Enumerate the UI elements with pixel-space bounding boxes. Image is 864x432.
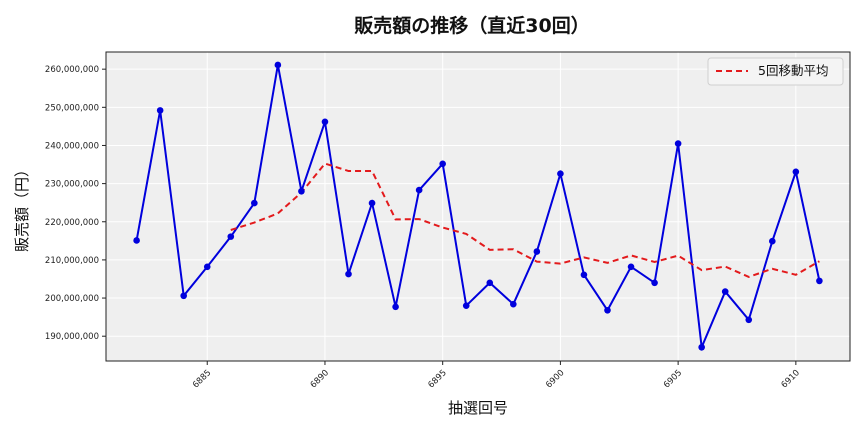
data-point-marker (298, 187, 305, 195)
y-axis-ticks: 190,000,000 200,000,000 210,000,000 220,000… (45, 65, 106, 342)
data-point-marker (533, 248, 541, 255)
data-point-marker (392, 303, 399, 311)
x-tick-label: 6885 (191, 368, 213, 390)
x-tick-label: 6890 (309, 368, 331, 390)
data-point-marker (510, 300, 517, 308)
data-point-marker (321, 118, 329, 126)
data-point-marker (721, 288, 729, 295)
x-axis-ticks: 6885 6890 6895 6900 6905 6910 (191, 361, 802, 390)
x-tick-label: 6895 (426, 368, 448, 390)
data-point-marker (580, 271, 588, 279)
data-series (133, 61, 823, 352)
data-point-marker (651, 279, 658, 287)
plot-area (106, 52, 850, 361)
data-point-marker (769, 237, 776, 245)
legend-box (707, 57, 844, 86)
legend-label-moving-average: 5回移動平均 (758, 63, 828, 78)
data-point-marker (486, 279, 494, 287)
data-point-marker (604, 306, 611, 314)
data-point-marker (462, 302, 470, 309)
data-point-marker (251, 199, 258, 207)
plot-frame (105, 51, 851, 362)
data-point-marker (674, 140, 682, 147)
data-point-marker (816, 277, 823, 285)
x-tick-label: 6905 (662, 368, 684, 390)
chart-title: 販売額の推移（直近30回） (354, 14, 589, 37)
y-tick-label: 240,000,000 (45, 141, 99, 151)
y-tick-label: 210,000,000 (45, 256, 99, 266)
data-point-marker (792, 168, 800, 176)
data-point-marker (156, 107, 164, 114)
data-point-marker (415, 186, 423, 194)
sales-line (135, 64, 821, 352)
data-point-marker (203, 263, 211, 271)
y-tick-label: 220,000,000 (45, 218, 99, 228)
data-point-marker (557, 170, 564, 177)
data-point-marker (133, 237, 140, 244)
data-point-marker (227, 233, 235, 240)
y-tick-label: 230,000,000 (45, 180, 99, 190)
x-axis-label: 抽選回号 (448, 399, 508, 417)
data-point-marker (627, 263, 635, 271)
y-tick-label: 260,000,000 (45, 65, 99, 75)
data-point-marker (439, 160, 446, 168)
y-axis-label: 販売額（円） (13, 162, 31, 252)
data-point-marker (698, 343, 705, 351)
data-point-marker (368, 199, 376, 207)
x-tick-label: 6900 (544, 368, 566, 390)
data-point-marker (745, 316, 753, 324)
moving-average-line (230, 162, 820, 278)
y-tick-label: 190,000,000 (45, 332, 99, 342)
data-point-marker (274, 61, 282, 69)
x-tick-label: 6910 (780, 368, 802, 390)
y-tick-label: 200,000,000 (45, 294, 99, 304)
data-point-marker (345, 270, 352, 278)
grid-lines (106, 52, 850, 361)
data-point-marker (180, 292, 187, 300)
y-tick-label: 250,000,000 (45, 103, 99, 113)
legend: 5回移動平均 (707, 57, 844, 86)
